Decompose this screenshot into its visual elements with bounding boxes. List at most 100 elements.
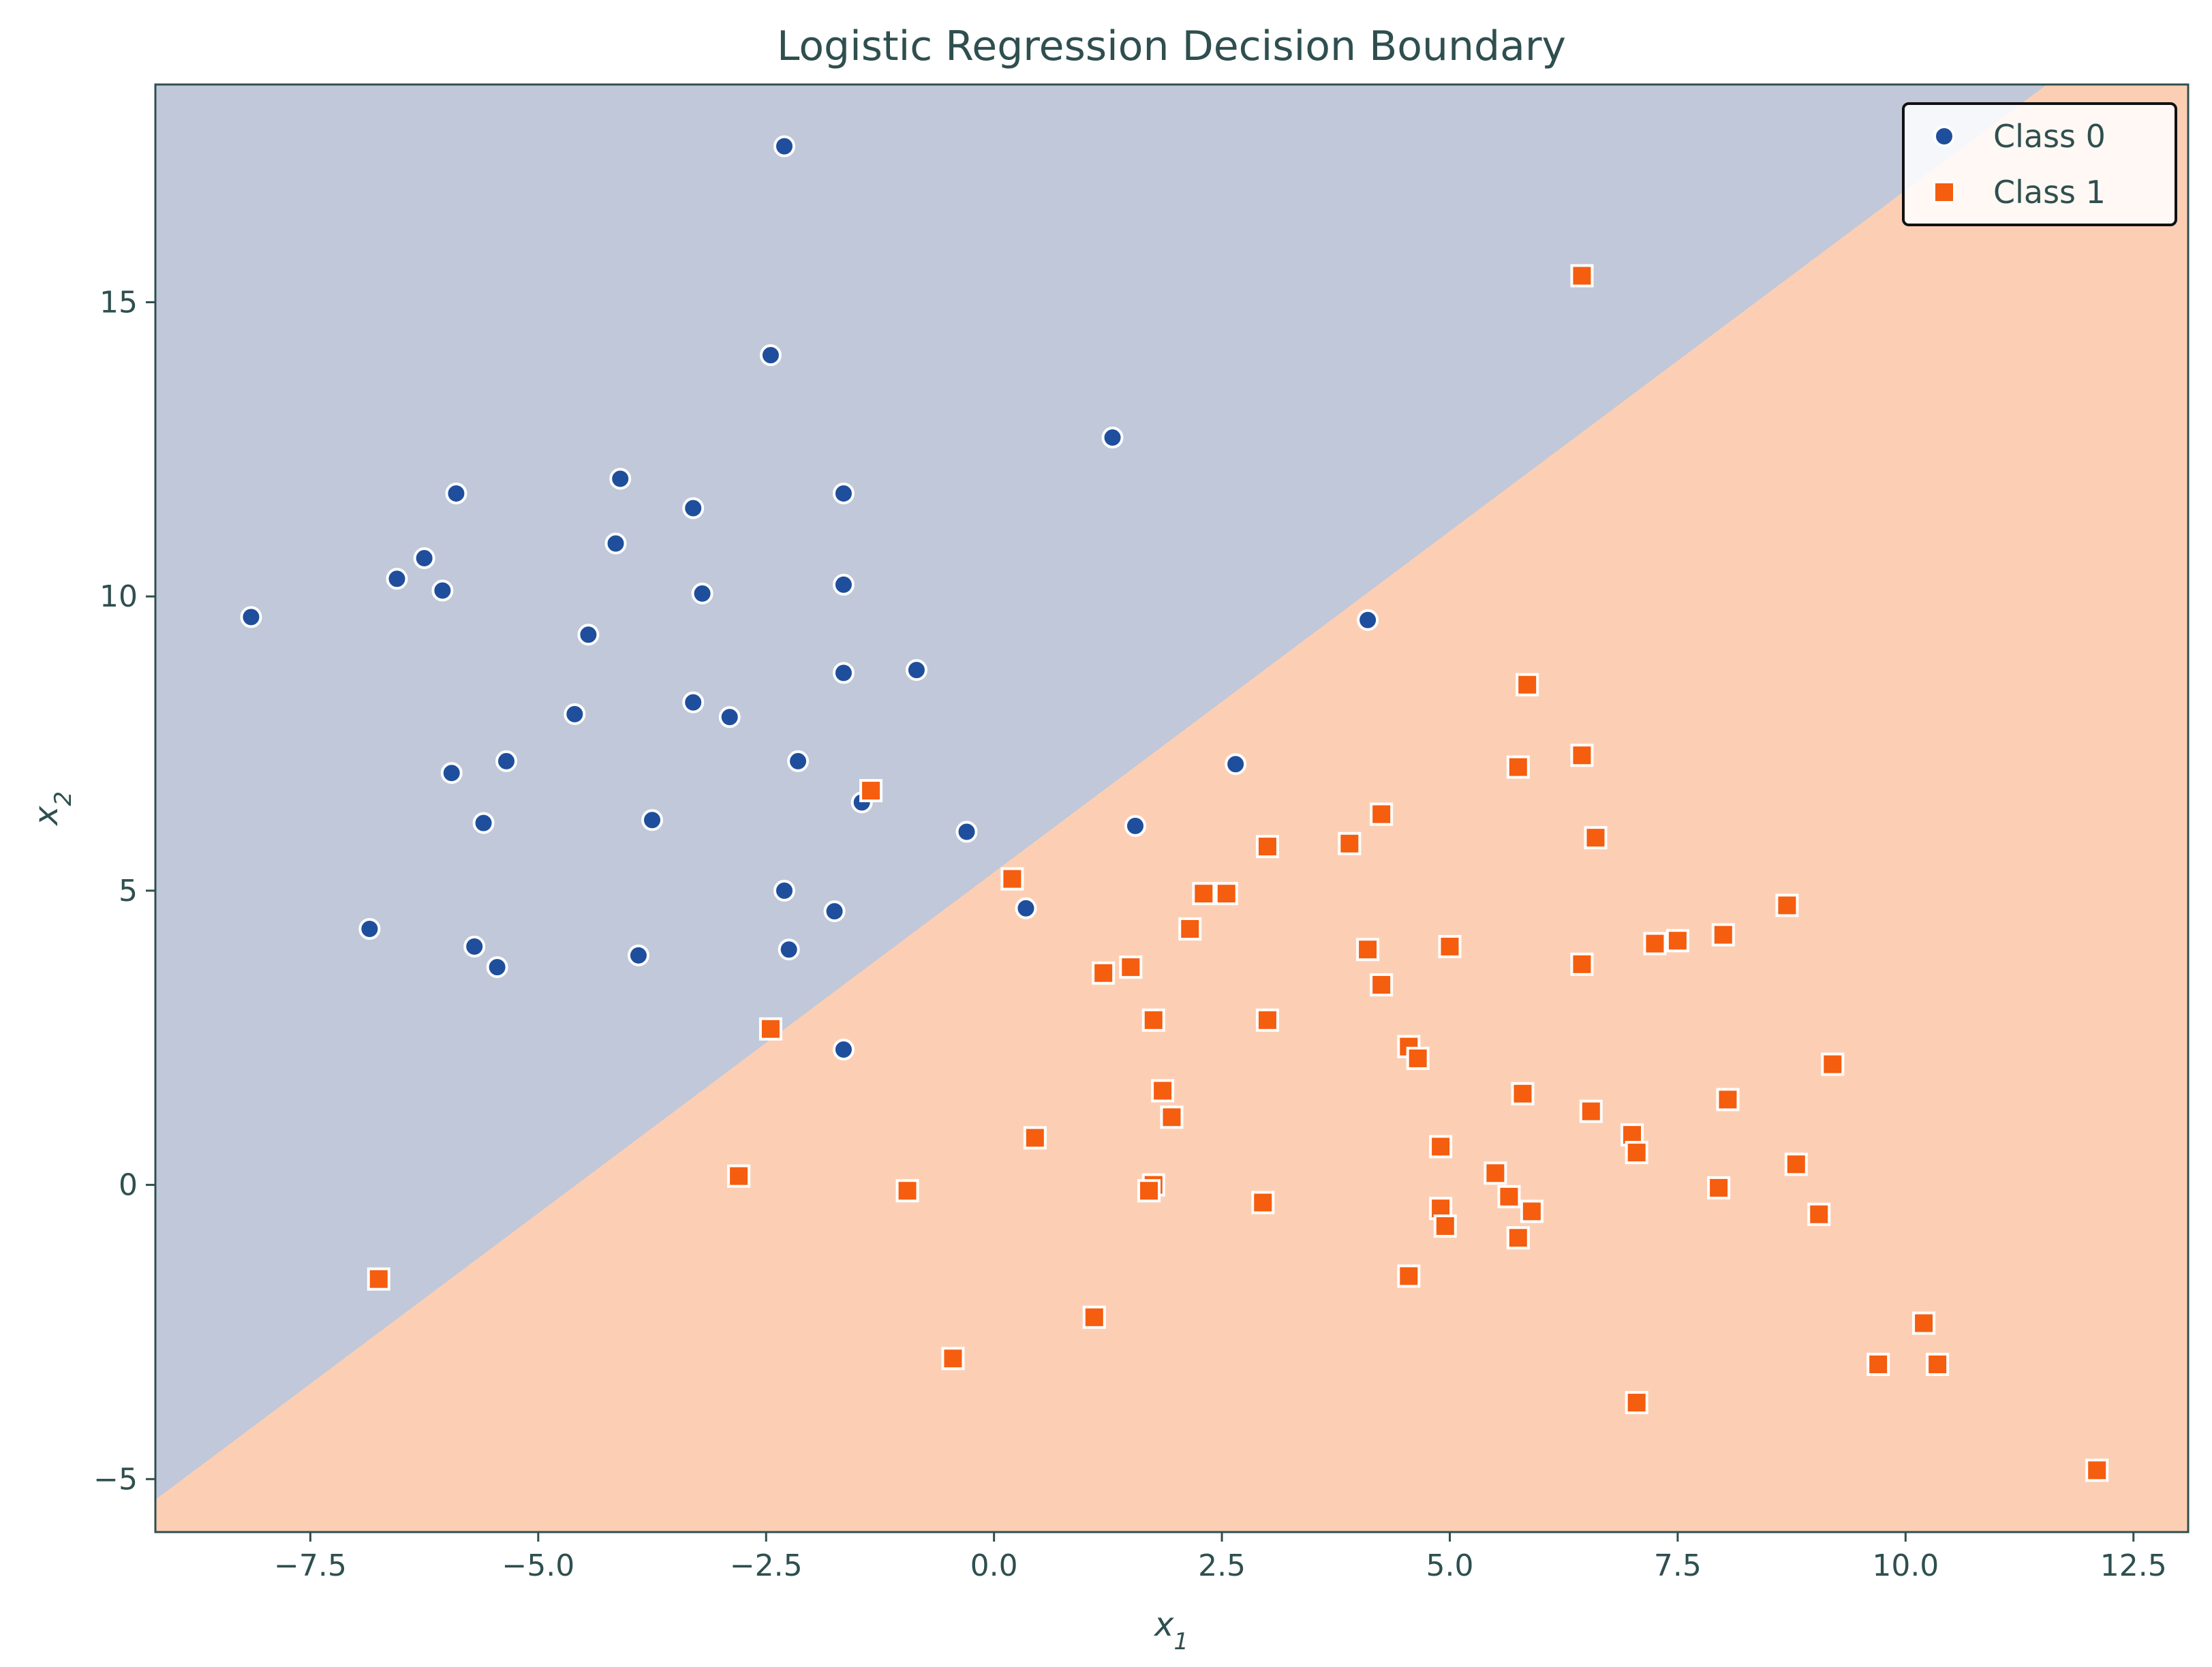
- x-axis-label-subscript: 1: [1173, 1628, 1188, 1655]
- x-tick-label: 0.0: [970, 1548, 1018, 1583]
- class1-point: [1511, 1082, 1535, 1105]
- class1-point: [1912, 1311, 1936, 1335]
- class1-point: [1520, 1199, 1543, 1223]
- class0-point: [1015, 897, 1037, 919]
- class0-point: [495, 750, 518, 772]
- class0-point: [832, 573, 855, 596]
- class0-point: [832, 662, 855, 684]
- legend-label: Class 1: [1993, 174, 2106, 211]
- class0-point: [682, 497, 705, 519]
- class0-point: [691, 582, 713, 605]
- class1-point: [758, 1017, 782, 1041]
- y-axis-label: x2: [27, 791, 77, 827]
- class1-point: [1807, 1202, 1831, 1226]
- legend-box: [1902, 102, 2177, 226]
- class0-point: [564, 703, 586, 725]
- class1-point: [1506, 755, 1530, 779]
- class1-point: [1397, 1264, 1421, 1288]
- class1-point: [1484, 1161, 1507, 1185]
- class1-point: [1082, 1305, 1106, 1329]
- class1-point: [1775, 893, 1799, 917]
- chart-title: Logistic Regression Decision Boundary: [777, 22, 1566, 70]
- x-tick-label: 5.0: [1426, 1548, 1473, 1583]
- class1-point: [1000, 867, 1024, 891]
- x-tick-label: 7.5: [1654, 1548, 1702, 1583]
- class1-point: [1707, 1176, 1731, 1199]
- class0-point: [641, 809, 664, 831]
- class0-point: [1357, 609, 1379, 631]
- class0-region: [155, 85, 2047, 1500]
- class1-point: [1579, 1099, 1603, 1123]
- class0-point: [1124, 814, 1146, 837]
- class0-point: [832, 1039, 855, 1060]
- class1-point: [1370, 802, 1394, 826]
- class1-point: [1160, 1105, 1184, 1129]
- class1-point: [1643, 932, 1667, 955]
- class0-point: [955, 821, 978, 843]
- class1-point: [1370, 973, 1394, 997]
- legend-label: Class 0: [1993, 118, 2106, 155]
- class1-point: [1214, 882, 1238, 906]
- class0-point: [759, 344, 782, 367]
- x-tick-label: 12.5: [2100, 1548, 2167, 1583]
- class1-point: [1255, 1008, 1279, 1032]
- class0-point: [787, 750, 810, 772]
- class1-point: [1926, 1352, 1950, 1376]
- plot-area: [155, 85, 2188, 1532]
- legend: Class 0 Class 1: [1902, 102, 2177, 226]
- class1-point: [1023, 1126, 1047, 1150]
- class1-point: [1506, 1226, 1530, 1250]
- class1-point: [1711, 923, 1735, 947]
- class0-point: [609, 468, 632, 490]
- class0-point: [773, 879, 795, 902]
- class1-point: [1119, 955, 1143, 979]
- class0-point: [778, 938, 800, 961]
- class0-point: [445, 483, 467, 505]
- class1-point: [1570, 744, 1594, 767]
- class1-point: [1092, 961, 1116, 985]
- x-axis-label-main: x: [1153, 1606, 1174, 1644]
- y-tick-label: 5: [119, 874, 138, 908]
- x-tick-label: 2.5: [1198, 1548, 1246, 1583]
- class0-point: [486, 956, 508, 979]
- class1-point: [1516, 673, 1539, 697]
- class0-point: [718, 706, 741, 729]
- class0-point: [1101, 427, 1124, 449]
- class1-point: [1784, 1152, 1808, 1176]
- class1-point: [1867, 1352, 1890, 1376]
- class0-point: [823, 900, 846, 923]
- class1-point: [1625, 1141, 1648, 1165]
- class0-point: [431, 579, 454, 602]
- class1-point: [2085, 1458, 2109, 1482]
- class1-point: [941, 1347, 965, 1371]
- class0-point: [472, 812, 495, 834]
- y-tick-label: −5: [93, 1462, 138, 1497]
- class1-point: [1716, 1088, 1740, 1112]
- y-axis-label-subscript: 2: [50, 791, 77, 806]
- x-tick-label: 10.0: [1872, 1548, 1939, 1583]
- class0-point: [627, 944, 649, 966]
- class1-point: [367, 1267, 390, 1291]
- plot-frame: [154, 83, 2190, 1533]
- class0-point: [832, 483, 855, 505]
- y-tick-label: 10: [99, 579, 138, 614]
- class1-point: [1137, 1179, 1161, 1203]
- class0-point: [358, 918, 381, 940]
- x-axis-ticks: −7.5 −5.0 −2.5 0.0 2.5 5.0 7.5 10.0 12.5: [274, 1532, 2167, 1583]
- x-axis-label: x1: [1153, 1606, 1188, 1655]
- class1-point: [1251, 1191, 1275, 1214]
- scatter-points: [240, 135, 2109, 1482]
- class1-point: [859, 779, 883, 803]
- class1-point: [1356, 938, 1380, 962]
- class0-point: [440, 762, 463, 784]
- legend-class1-marker: [1933, 181, 1956, 204]
- class1-point: [1192, 882, 1216, 906]
- x-tick-label: −7.5: [274, 1548, 347, 1583]
- class0-point: [682, 691, 705, 714]
- class1-point: [1570, 952, 1594, 976]
- class0-point: [773, 135, 795, 157]
- class1-point: [1821, 1052, 1845, 1076]
- class1-point: [1429, 1135, 1453, 1159]
- class1-point: [1584, 826, 1608, 850]
- class0-point: [577, 624, 600, 646]
